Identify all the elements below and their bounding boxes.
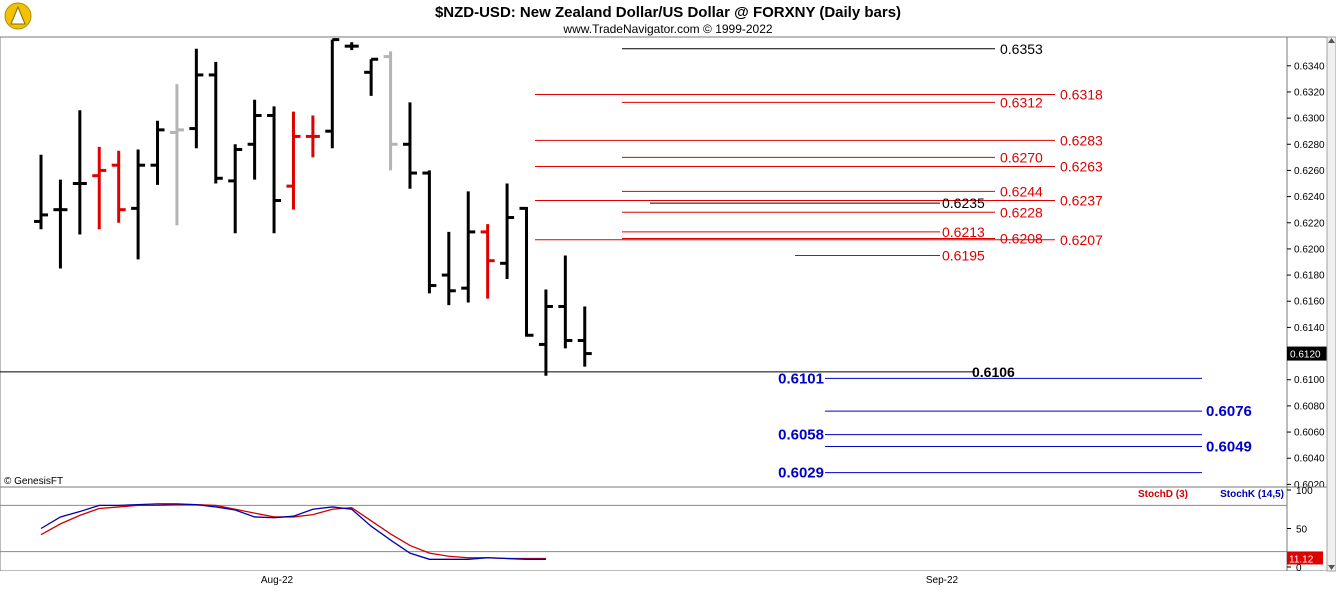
last-price-box <box>1287 346 1327 361</box>
ohlc-bar <box>305 115 320 158</box>
stoch-last-value-box <box>1287 551 1323 565</box>
level-label: 0.6312 <box>1000 94 1043 110</box>
last-price-marker: 0.6120 <box>1287 346 1327 361</box>
watermark: © GenesisFT <box>4 476 63 487</box>
ohlc-bar <box>189 48 204 149</box>
price-tick-label: 0.6160 <box>1294 297 1325 308</box>
ohlc-bar <box>247 99 262 180</box>
stoch-last-value-label: 11.12 <box>1289 554 1314 565</box>
ohlc-bar <box>53 179 68 269</box>
level-label: 0.6049 <box>1206 438 1252 455</box>
ohlc-bar <box>402 102 417 189</box>
chart-subtitle: www.TradeNavigator.com © 1999-2022 <box>562 22 772 36</box>
stochastic-panel[interactable] <box>0 486 1288 572</box>
scroll-up-arrow-icon[interactable] <box>1328 38 1335 43</box>
ohlc-bar <box>461 191 476 303</box>
price-tick-label: 0.6300 <box>1294 114 1325 125</box>
ohlc-bar <box>480 224 495 299</box>
legend-stoch-k: StochK (14,5) <box>1220 489 1284 500</box>
stoch-tick-label: 100 <box>1296 486 1313 497</box>
stochastic-lines: 100 50 011.12 <box>0 486 1323 574</box>
legend-stoch-d: StochD (3) <box>1138 489 1188 500</box>
level-label: 0.6106 <box>972 364 1015 380</box>
ohlc-bar <box>111 150 126 223</box>
price-tick-label: 0.6140 <box>1294 323 1325 334</box>
x-axis-label: Aug-22 <box>261 575 294 586</box>
level-label: 0.6244 <box>1000 183 1043 199</box>
last-price-label: 0.6120 <box>1290 350 1321 361</box>
ohlc-bar <box>364 57 379 96</box>
level-label: 0.6270 <box>1000 149 1043 165</box>
vertical-scrollbar[interactable] <box>1326 36 1336 572</box>
level-label: 0.6208 <box>1000 230 1043 246</box>
level-label: 0.6318 <box>1060 87 1103 103</box>
ohlc-bar <box>500 183 515 280</box>
ohlc-bar <box>208 61 223 184</box>
ohlc-bar <box>34 154 48 230</box>
ohlc-bar <box>558 255 573 349</box>
ohlc-bar <box>538 289 553 376</box>
stoch-tick-label: 0 <box>1296 563 1302 574</box>
level-label: 0.6058 <box>778 427 824 444</box>
ohlc-bar <box>383 51 398 171</box>
x-axis-label: Sep-22 <box>926 575 959 586</box>
ohlc-bar <box>519 206 534 337</box>
level-label: 0.6207 <box>1060 232 1103 248</box>
price-tick-label: 0.6060 <box>1294 428 1325 439</box>
price-axis-ticks: 0.6340 0.6320 0.6300 0.6280 0.6260 0.6240 0.62… <box>1287 61 1325 491</box>
price-tick-label: 0.6040 <box>1294 454 1325 465</box>
level-label: 0.6353 <box>1000 41 1043 57</box>
ohlc-bar <box>344 42 359 51</box>
ohlc-bar <box>286 111 301 210</box>
price-levels: 0.6353 0.6318 0.6312 0.6283 0.6270 0.6263 0.62… <box>0 41 1252 482</box>
ohlc-bar <box>422 170 437 294</box>
level-label: 0.6029 <box>778 465 824 482</box>
level-label: 0.6213 <box>942 224 985 240</box>
price-tick-label: 0.6100 <box>1294 375 1325 386</box>
level-label: 0.6235 <box>942 195 985 211</box>
price-tick-label: 0.6320 <box>1294 87 1325 98</box>
level-label: 0.6237 <box>1060 193 1103 209</box>
price-axis[interactable] <box>1286 36 1328 488</box>
level-label: 0.6195 <box>942 247 985 263</box>
level-label: 0.6101 <box>778 370 824 387</box>
price-tick-label: 0.6280 <box>1294 140 1325 151</box>
stoch-series-line <box>40 503 546 560</box>
price-tick-label: 0.6200 <box>1294 244 1325 255</box>
price-tick-label: 0.6020 <box>1294 480 1325 491</box>
app-logo-icon <box>4 2 32 30</box>
level-label: 0.6263 <box>1060 159 1103 175</box>
price-tick-label: 0.6080 <box>1294 401 1325 412</box>
ohlc-bars <box>34 38 592 376</box>
stoch-series-line <box>40 503 546 560</box>
ohlc-bar <box>577 306 592 367</box>
ohlc-bar <box>169 84 184 226</box>
ohlc-bar <box>92 146 107 230</box>
scroll-down-arrow-icon[interactable] <box>1328 565 1335 570</box>
ohlc-bar <box>150 120 165 185</box>
price-tick-label: 0.6340 <box>1294 61 1325 72</box>
ohlc-bar <box>131 149 146 260</box>
ohlc-bar <box>267 106 282 234</box>
chart-title: $NZD-USD: New Zealand Dollar/US Dollar @… <box>435 4 901 21</box>
x-axis-labels: Aug-22 Sep-22 <box>261 575 959 586</box>
ohlc-bar <box>325 38 340 149</box>
price-tick-label: 0.6220 <box>1294 218 1325 229</box>
price-panel[interactable] <box>0 36 1288 488</box>
ohlc-bar <box>72 110 87 235</box>
price-tick-label: 0.6240 <box>1294 192 1325 203</box>
level-label: 0.6228 <box>1000 204 1043 220</box>
ohlc-bar <box>228 144 243 234</box>
price-tick-label: 0.6180 <box>1294 271 1325 282</box>
x-axis <box>0 571 1327 591</box>
price-tick-label: 0.6260 <box>1294 166 1325 177</box>
stoch-tick-label: 50 <box>1296 525 1308 536</box>
level-label: 0.6076 <box>1206 403 1252 420</box>
ohlc-bar <box>441 231 456 306</box>
level-label: 0.6283 <box>1060 132 1103 148</box>
